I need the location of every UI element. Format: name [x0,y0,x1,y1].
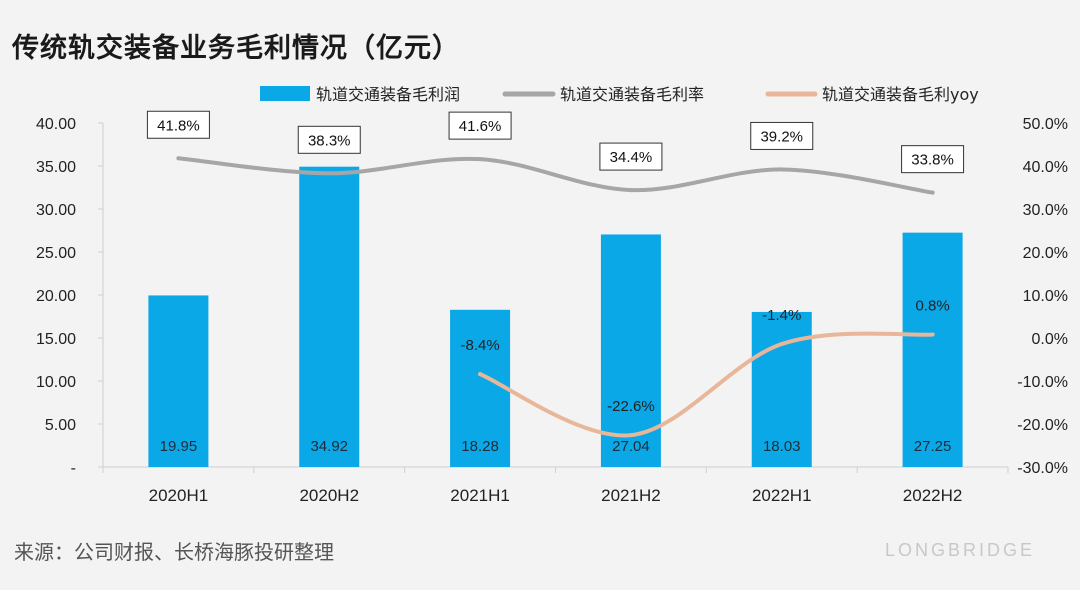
yoy-label: 0.8% [915,298,949,315]
bar [299,166,360,468]
y-right-tick-label: 50.0% [1023,116,1068,133]
gross-margin-label: 33.8% [911,152,954,169]
y-right-tick-label: -20.0% [1017,417,1068,434]
gross-margin-label: 41.8% [157,117,200,134]
gross-margin-label-box [750,121,814,150]
legend: 轨道交通装备毛利润 轨道交通装备毛利率 轨道交通装备毛利yoy [260,85,979,104]
y-left-tick-label: 15.00 [36,331,76,348]
brand-watermark: LONGBRIDGE [885,540,1036,560]
y-left-tick-label: - [71,460,76,477]
bar [450,309,511,467]
bar [148,295,209,467]
y-left-tick-label: 40.00 [36,116,76,133]
x-tick-label: 2020H1 [149,486,209,505]
gross-margin-label: 34.4% [610,149,653,166]
gross-margin-point [930,190,935,195]
x-tick-label: 2022H1 [752,486,812,505]
gross-margin-label: 39.2% [760,128,803,145]
yoy-point [478,372,483,377]
gross-margin-line [176,156,935,195]
source-note: 来源：公司财报、长桥海豚投研整理 [14,540,334,564]
y-left-tick-label: 30.00 [36,202,76,219]
bar-value-label: 18.28 [461,438,499,455]
yoy-label: -22.6% [607,398,655,415]
yoy-point [628,433,633,438]
axes: - 5.00 10.00 15.00 20.00 25.00 30.00 35.00 40.00… [36,116,1068,505]
x-tick-label: 2021H1 [450,486,510,505]
y-right-tick-label: 20.0% [1023,245,1068,262]
legend-label-gross-margin: 轨道交通装备毛利率 [560,85,704,104]
y-left-tick-label: 35.00 [36,159,76,176]
y-right-tick-label: -10.0% [1017,374,1068,391]
x-tick-label: 2022H2 [903,486,963,505]
yoy-point [930,332,935,337]
y-left-tick-label: 25.00 [36,245,76,262]
line-series [176,156,935,438]
legend-label-gross-profit: 轨道交通装备毛利润 [316,85,460,104]
y-left-tick-label: 10.00 [36,374,76,391]
gross-margin-label-box [297,125,361,154]
bar-value-label: 34.92 [310,438,348,455]
bar-value-label: 27.25 [914,438,952,455]
y-left-tick-label: 5.00 [45,417,76,434]
y-left-tick-label: 20.00 [36,288,76,305]
gross-margin-label-box [448,111,512,140]
gross-margin-point [176,156,181,161]
gross-margin-label-box [599,142,663,171]
x-tick-label: 2020H2 [299,486,359,505]
yoy-line [478,331,935,438]
gross-margin-point [327,171,332,176]
gross-margin-label: 41.6% [459,118,502,135]
yoy-label: -8.4% [460,337,499,354]
y-right-tick-label: 10.0% [1023,288,1068,305]
gross-margin-point [779,167,784,172]
legend-label-yoy: 轨道交通装备毛利yoy [822,85,979,104]
yoy-label: -1.4% [762,307,801,324]
y-right-tick-label: -30.0% [1017,460,1068,477]
y-right-tick-label: 40.0% [1023,159,1068,176]
gross-margin-point [628,188,633,193]
bar [902,232,963,467]
y-right-tick-label: 0.0% [1032,331,1068,348]
bar-value-label: 19.95 [160,438,198,455]
legend-swatch-gross-profit [260,86,310,101]
gross-margin-point [478,157,483,162]
y-right-tick-label: 30.0% [1023,202,1068,219]
data-labels: 19.95 34.92 18.28 27.04 18.03 27.25 41.8% 38.3%… [146,110,965,455]
x-tick-label: 2021H2 [601,486,661,505]
bar-value-label: 18.03 [763,438,801,455]
gross-margin-label: 38.3% [308,132,351,149]
yoy-point [779,342,784,347]
gross-margin-label-box [146,110,210,139]
bar [600,234,661,467]
chart-title: 传统轨交装备业务毛利情况（亿元） [12,33,460,64]
bar-value-label: 27.04 [612,438,650,455]
bar-series [148,166,963,468]
gross-margin-label-box [901,145,965,174]
